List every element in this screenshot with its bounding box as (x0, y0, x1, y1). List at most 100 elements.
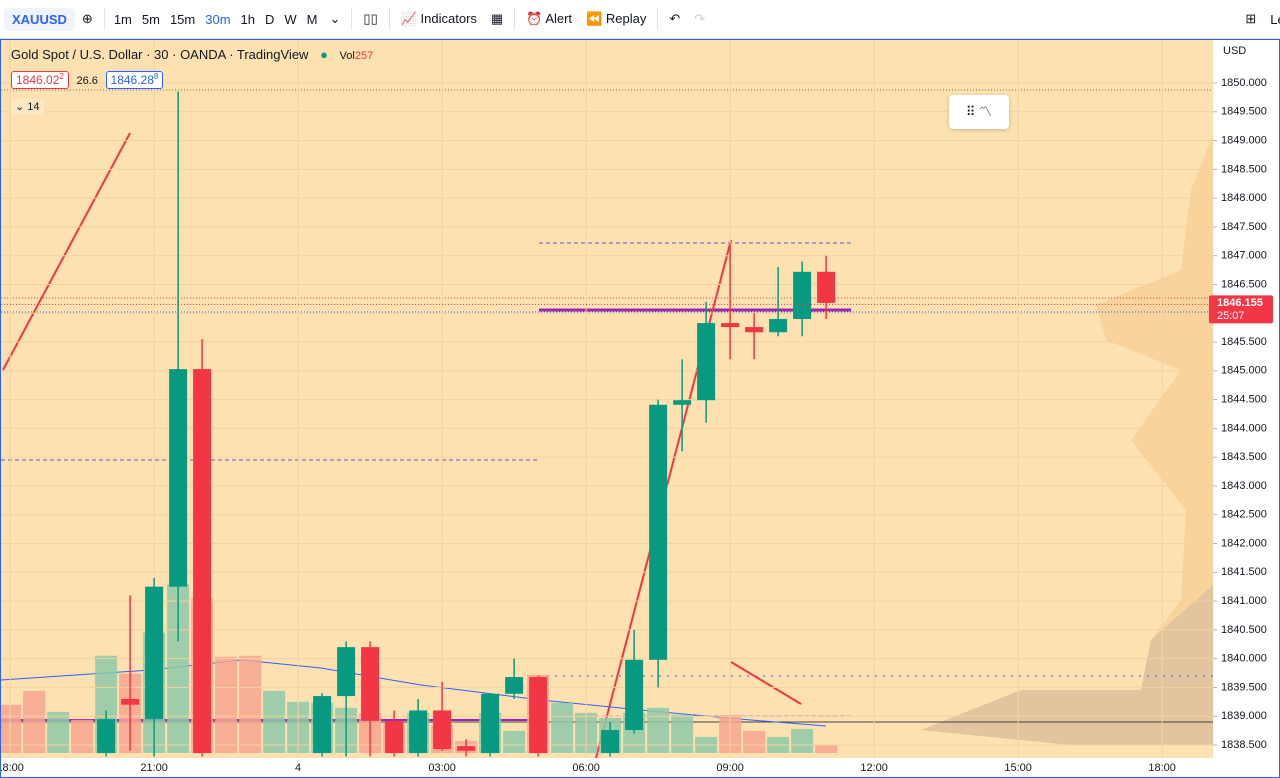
x-tick-label: 12:00 (860, 762, 888, 774)
volume-bar (671, 714, 694, 753)
y-tick-label: 1846.500 (1221, 278, 1267, 290)
interval-menu[interactable]: ⌄ (329, 11, 341, 26)
volume-bar (551, 702, 574, 753)
candle-body (433, 710, 452, 750)
candle-body (817, 271, 836, 303)
y-tick-label: 1849.500 (1221, 106, 1267, 118)
alert-button[interactable]: ⏰ Alert (526, 11, 573, 26)
replay-button[interactable]: ⏪ Replay (586, 11, 647, 26)
candle-body (745, 327, 764, 333)
bid-box[interactable]: 1846.022 (11, 71, 69, 89)
trend-line (2, 132, 131, 371)
candle-body (385, 720, 404, 754)
y-tick-label: 1845.500 (1221, 336, 1267, 348)
interval-button[interactable]: D (265, 11, 275, 27)
y-tick-label: 1839.500 (1221, 681, 1267, 693)
volume-profile (921, 135, 1213, 745)
volume-bar (47, 711, 70, 753)
quote-row: 1846.022 26.6 1846.288 (11, 71, 164, 89)
y-tick-label: 1840.000 (1221, 653, 1267, 665)
indicator-collapse[interactable]: ⌄ 14 (11, 99, 44, 114)
interval-button[interactable]: 30m (205, 11, 231, 27)
candle-body (769, 319, 788, 333)
interval-button[interactable]: 1h (240, 11, 255, 27)
trend-line (730, 661, 802, 705)
ask: 1846.28 (110, 73, 154, 87)
interval-button[interactable]: 5m (141, 11, 160, 27)
layouts-button[interactable]: ▦ (490, 11, 504, 26)
y-tick-label: 1843.000 (1221, 480, 1267, 492)
interval-button[interactable]: W (284, 11, 297, 27)
price-axis-background (1213, 40, 1279, 777)
add-symbol[interactable]: ⊕ (81, 11, 93, 26)
candle-body (649, 404, 668, 660)
floating-toolbar[interactable]: ⠿ 〽 (949, 95, 1009, 129)
currency-label: USD (1223, 45, 1246, 57)
y-tick-label: 1838.500 (1221, 739, 1267, 751)
spread: 26.6 (76, 75, 98, 87)
user-name[interactable]: Lee (1270, 11, 1280, 27)
candle-body (121, 698, 140, 705)
y-tick-label: 1844.000 (1221, 422, 1267, 434)
interval-button[interactable]: 15m (169, 11, 196, 27)
separator (514, 8, 516, 30)
volume-profile-low (921, 585, 1213, 745)
y-tick-label: 1845.000 (1221, 365, 1267, 377)
y-tick-label: 1842.000 (1221, 537, 1267, 549)
chart-style[interactable]: ▯▯ (363, 11, 378, 26)
volume-bar (239, 655, 262, 753)
bid-sup: 2 (59, 72, 64, 81)
candle-body (457, 746, 476, 751)
y-tick-label: 1848.000 (1221, 192, 1267, 204)
volume-bar (1, 704, 22, 753)
volume-bar (167, 584, 190, 753)
x-tick-label: 18:00 (1148, 762, 1176, 774)
alert-label: Alert (545, 11, 573, 26)
candle-body (193, 369, 212, 754)
candle-body (673, 400, 692, 405)
x-tick-label: 21:00 (140, 762, 168, 774)
y-tick-label: 1847.000 (1221, 250, 1267, 262)
candle-body (601, 730, 620, 754)
volume-bar (71, 719, 94, 753)
candle-body (145, 586, 164, 720)
volume-bar (647, 707, 670, 753)
y-tick-label: 1850.000 (1221, 77, 1267, 89)
volume-bar (815, 745, 838, 753)
candle-body (721, 323, 740, 328)
layout-button[interactable]: ⊞ (1245, 11, 1257, 26)
volume-bar (791, 728, 814, 753)
x-tick-label: 4 (295, 762, 301, 774)
volume-bar (23, 690, 46, 753)
volume-bar (263, 690, 286, 753)
candle-body (361, 647, 380, 721)
y-tick-label: 1843.500 (1221, 451, 1267, 463)
undo[interactable]: ↶ (669, 11, 681, 26)
y-tick-label: 1840.500 (1221, 624, 1267, 636)
interval-button[interactable]: 1m (113, 11, 132, 27)
candle-body (697, 323, 716, 401)
redo[interactable]: ↷ (694, 11, 706, 26)
ask-sup: 8 (153, 72, 159, 81)
bid: 1846.02 (16, 73, 60, 87)
volume-bar (743, 730, 766, 753)
interval-button[interactable]: M (306, 11, 318, 27)
volume-bar (215, 656, 238, 753)
candle-body (169, 369, 188, 587)
toolbar: XAUUSD ⊕ 1m 5m 15m 30m 1h D W M ⌄ ▯▯ 📈 Indicato… (0, 0, 1280, 39)
legend-title-row: Gold Spot / U.S. Dollar · 30 · OANDA · T… (11, 47, 373, 62)
separator (657, 8, 659, 30)
x-tick-label: 15:00 (1004, 762, 1032, 774)
separator (388, 8, 390, 30)
ask-box[interactable]: 1846.288 (105, 71, 164, 89)
y-tick-label: 1849.000 (1221, 134, 1267, 146)
indicators-button[interactable]: 📈 Indicators (400, 11, 477, 26)
x-tick-label: 09:00 (716, 762, 744, 774)
last-price-label: 1846.155 (1217, 297, 1263, 309)
symbol[interactable]: XAUUSD (4, 7, 75, 31)
y-tick-label: 1842.500 (1221, 509, 1267, 521)
candle-body (409, 710, 428, 754)
candle-body (529, 677, 548, 754)
candle-body (481, 693, 500, 754)
